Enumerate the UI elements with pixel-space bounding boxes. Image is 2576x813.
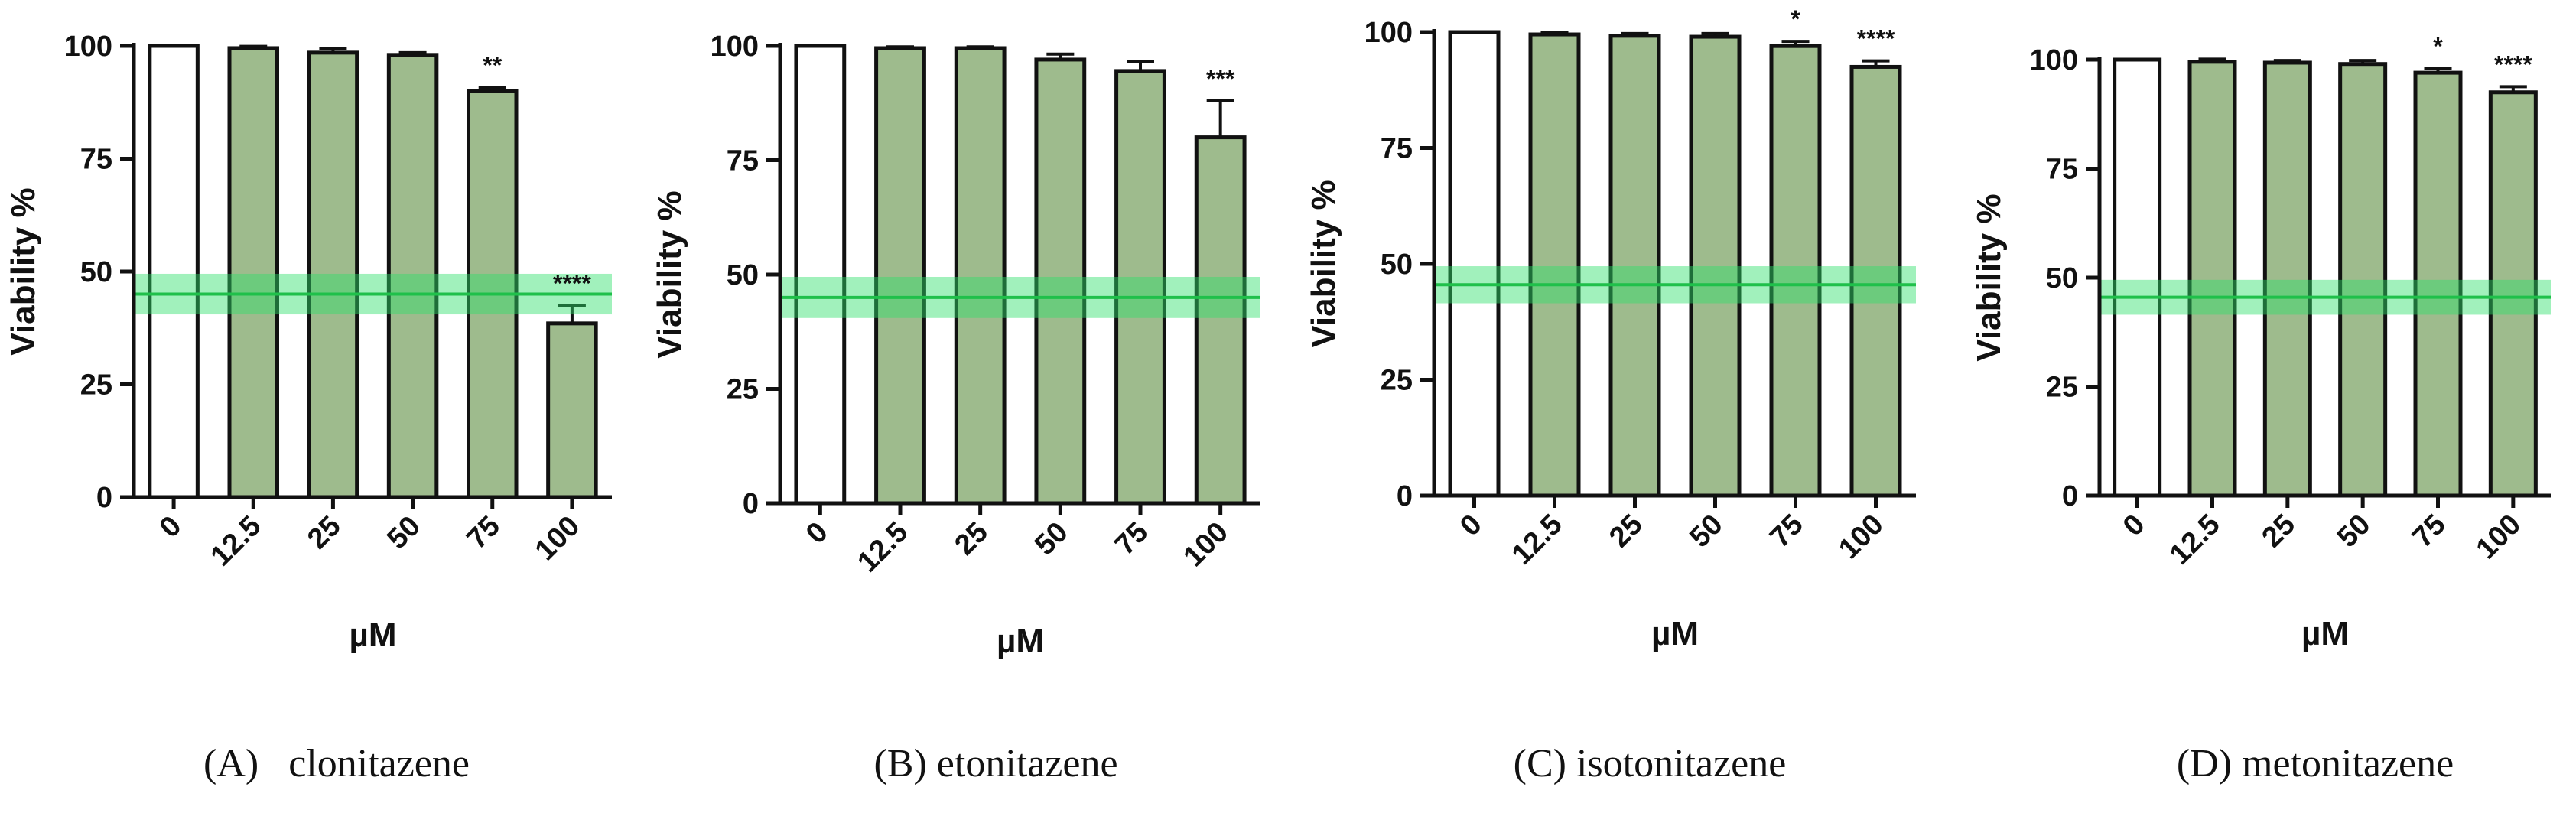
x-axis-label: µM bbox=[1651, 615, 1699, 652]
x-tick-label: 25 bbox=[948, 516, 994, 562]
y-tick-label: 50 bbox=[80, 256, 112, 288]
y-tick-label: 100 bbox=[2030, 44, 2078, 76]
bar bbox=[2113, 57, 2162, 498]
significance-label: * bbox=[1791, 5, 1800, 33]
y-tick-label: 25 bbox=[2046, 372, 2078, 404]
bar bbox=[1528, 32, 1581, 498]
y-tick-label: 50 bbox=[727, 259, 759, 291]
significance-label: **** bbox=[2494, 50, 2532, 78]
significance-label: *** bbox=[1206, 65, 1235, 93]
panel-caption: (B) etonitazene bbox=[873, 742, 1117, 785]
y-tick-label: 50 bbox=[1381, 249, 1413, 281]
bar bbox=[1194, 135, 1247, 506]
bar bbox=[1689, 34, 1742, 498]
bar bbox=[1608, 34, 1661, 498]
x-tick-label: 75 bbox=[1764, 509, 1810, 554]
y-tick-label: 0 bbox=[96, 482, 112, 514]
y-tick-label: 50 bbox=[2046, 262, 2078, 294]
significance-label: **** bbox=[553, 269, 591, 297]
y-axis-label: Viability % bbox=[1970, 193, 2008, 361]
x-tick-label: 25 bbox=[1603, 509, 1649, 554]
bar bbox=[794, 44, 847, 506]
x-tick-label: 100 bbox=[2470, 509, 2528, 566]
x-tick-label: 100 bbox=[1833, 509, 1890, 566]
bar bbox=[2488, 90, 2538, 498]
y-tick-label: 75 bbox=[2046, 154, 2078, 186]
bar bbox=[2187, 60, 2237, 498]
bar bbox=[546, 321, 598, 499]
x-tick-label: 25 bbox=[2256, 509, 2302, 554]
x-tick-label: 100 bbox=[529, 510, 587, 567]
y-tick-label: 100 bbox=[64, 31, 112, 63]
bar bbox=[954, 46, 1007, 506]
x-tick-label: 12.5 bbox=[1506, 509, 1569, 571]
x-tick-label: 25 bbox=[301, 510, 347, 556]
y-tick-label: 25 bbox=[727, 374, 759, 406]
x-tick-label: 12.5 bbox=[2164, 509, 2226, 571]
significance-label: **** bbox=[1857, 25, 1895, 53]
x-tick-label: 100 bbox=[1177, 516, 1234, 574]
y-tick-label: 0 bbox=[1397, 480, 1413, 512]
x-tick-label: 75 bbox=[461, 510, 507, 556]
x-tick-label: 0 bbox=[800, 516, 834, 551]
significance-label: * bbox=[2433, 32, 2443, 60]
x-tick-label: 12.5 bbox=[205, 510, 268, 573]
y-tick-label: 25 bbox=[80, 369, 112, 402]
y-axis-label: Viability % bbox=[5, 187, 42, 355]
x-tick-label: 0 bbox=[1454, 509, 1488, 543]
bar bbox=[2262, 60, 2312, 498]
y-tick-label: 75 bbox=[1381, 133, 1413, 165]
y-axis-label: Viability % bbox=[651, 190, 688, 358]
x-axis-label: µM bbox=[2301, 615, 2349, 652]
y-tick-label: 100 bbox=[711, 31, 759, 63]
x-tick-label: 0 bbox=[154, 510, 188, 545]
x-tick-label: 50 bbox=[1683, 509, 1729, 554]
x-tick-label: 50 bbox=[381, 510, 427, 556]
bar bbox=[227, 46, 279, 499]
y-tick-label: 100 bbox=[1364, 17, 1413, 49]
y-axis-label: Viability % bbox=[1305, 180, 1342, 347]
x-tick-label: 12.5 bbox=[851, 516, 914, 579]
y-tick-label: 75 bbox=[80, 144, 112, 176]
panel-b: *** 0 25 50 75 100 0 12.5 25 50 75 100 µM Viability %… bbox=[651, 31, 1260, 785]
x-tick-label: 0 bbox=[2117, 509, 2152, 543]
bar bbox=[1034, 57, 1087, 506]
bar bbox=[148, 44, 200, 499]
x-tick-label: 50 bbox=[2331, 509, 2377, 554]
y-tick-label: 75 bbox=[727, 145, 759, 177]
x-axis-label: µM bbox=[349, 616, 396, 654]
bar bbox=[1114, 69, 1166, 506]
bar bbox=[874, 46, 926, 506]
x-tick-label: 50 bbox=[1029, 516, 1075, 562]
significance-label: ** bbox=[483, 51, 502, 79]
x-tick-label: 75 bbox=[1109, 516, 1155, 562]
y-tick-label: 0 bbox=[2062, 480, 2078, 512]
x-tick-label: 75 bbox=[2406, 509, 2452, 554]
bar bbox=[2338, 62, 2388, 498]
panel-caption: (D) metonitazene bbox=[2177, 742, 2454, 785]
x-axis-label: µM bbox=[997, 623, 1044, 660]
y-tick-label: 0 bbox=[743, 488, 759, 520]
panel-caption: (C) isotonitazene bbox=[1514, 742, 1787, 785]
bar bbox=[1448, 30, 1501, 498]
y-tick-label: 25 bbox=[1381, 365, 1413, 397]
panel-caption: (A) clonitazene bbox=[203, 742, 470, 785]
